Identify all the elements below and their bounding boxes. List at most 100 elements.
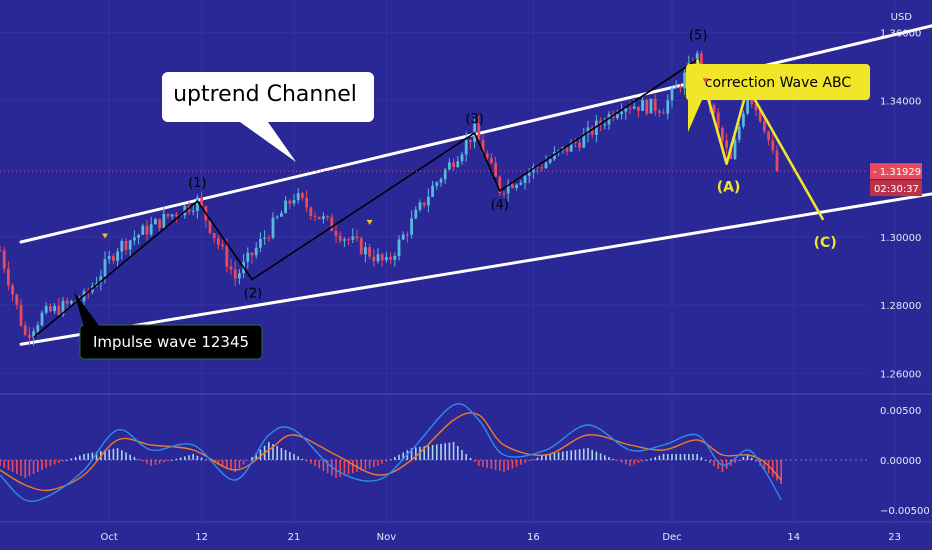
candle-up bbox=[292, 200, 296, 204]
candle-down bbox=[536, 166, 539, 168]
candle-up bbox=[36, 325, 40, 332]
price-tick-label: 1.26000 bbox=[880, 369, 921, 380]
candle-up bbox=[733, 139, 737, 160]
candle-down bbox=[338, 235, 342, 241]
histogram-bar bbox=[137, 459, 140, 461]
histogram-bar bbox=[604, 455, 606, 460]
candle-up bbox=[149, 224, 153, 235]
candle-down bbox=[330, 217, 334, 231]
histogram-bar bbox=[175, 458, 178, 460]
histogram-bar bbox=[394, 457, 396, 460]
histogram-bar bbox=[587, 448, 589, 460]
candle-up bbox=[397, 239, 401, 256]
candle-up bbox=[742, 113, 745, 127]
histogram-bar bbox=[352, 460, 354, 474]
histogram-bar bbox=[87, 453, 89, 460]
histogram-bar bbox=[675, 454, 677, 460]
candle-up bbox=[548, 159, 552, 163]
candle-up bbox=[624, 108, 628, 112]
correction-wave-line bbox=[695, 59, 825, 221]
signal-marker bbox=[102, 233, 108, 239]
histogram-bar bbox=[95, 451, 98, 460]
histogram-bar bbox=[150, 460, 152, 466]
correction-wave-callout: correction Wave ABC bbox=[685, 64, 870, 132]
candle-down bbox=[229, 266, 233, 270]
candle-down bbox=[233, 269, 237, 279]
candle-up bbox=[586, 127, 590, 135]
histogram-bar bbox=[268, 442, 270, 460]
impulse-wave-label: (3) bbox=[465, 112, 483, 127]
candle-up bbox=[527, 172, 531, 176]
histogram-bar bbox=[461, 450, 463, 460]
candle-down bbox=[653, 98, 657, 111]
candle-up bbox=[532, 166, 535, 173]
candle-up bbox=[53, 306, 56, 312]
histogram-bar bbox=[318, 460, 320, 469]
histogram-bar bbox=[125, 452, 127, 460]
histogram-bar bbox=[276, 446, 278, 460]
candle-up bbox=[448, 162, 451, 170]
time-tick-label: Oct bbox=[101, 532, 118, 543]
histogram-bar bbox=[473, 460, 476, 462]
candle-down bbox=[628, 108, 632, 110]
candle-up bbox=[280, 213, 283, 217]
candle-down bbox=[490, 158, 493, 163]
histogram-bar bbox=[625, 460, 627, 465]
candle-down bbox=[599, 120, 602, 125]
candle-down bbox=[49, 306, 52, 312]
histogram-bar bbox=[209, 460, 211, 462]
correction-wave-label: (A) bbox=[717, 180, 741, 196]
histogram-bar bbox=[667, 454, 669, 460]
histogram-bar bbox=[562, 451, 564, 460]
histogram-bar bbox=[457, 446, 459, 460]
histogram-bar bbox=[58, 460, 60, 463]
histogram-bar bbox=[104, 450, 106, 460]
histogram-bar bbox=[381, 460, 383, 464]
candle-up bbox=[296, 193, 300, 201]
candle-down bbox=[574, 142, 577, 144]
candle-up bbox=[133, 237, 136, 241]
histogram-bar bbox=[608, 457, 610, 460]
histogram-bar bbox=[671, 454, 673, 460]
candle-up bbox=[431, 185, 434, 197]
histogram-bar bbox=[326, 460, 329, 474]
uptrend-channel-text: uptrend Channel bbox=[173, 82, 357, 107]
candle-down bbox=[65, 300, 69, 304]
histogram-bar bbox=[16, 460, 18, 474]
candle-down bbox=[679, 86, 682, 89]
histogram-bar bbox=[515, 460, 518, 467]
candle-down bbox=[771, 140, 775, 151]
histogram-bar bbox=[599, 453, 602, 460]
candle-up bbox=[515, 184, 518, 189]
candle-up bbox=[284, 200, 287, 214]
candle-up bbox=[32, 331, 35, 338]
candle-up bbox=[506, 183, 510, 194]
histogram-bar bbox=[184, 456, 186, 460]
candle-down bbox=[368, 247, 371, 257]
histogram-bar bbox=[163, 460, 165, 463]
candle-up bbox=[427, 196, 430, 206]
histogram-bar bbox=[217, 460, 220, 465]
candle-up bbox=[737, 126, 741, 140]
candle-down bbox=[469, 139, 472, 142]
histogram-bar bbox=[616, 460, 619, 461]
histogram-bar bbox=[478, 460, 480, 466]
candle-up bbox=[322, 216, 325, 220]
candle-up bbox=[414, 209, 418, 219]
candle-down bbox=[494, 162, 497, 177]
histogram-bar bbox=[545, 454, 547, 460]
histogram-bar bbox=[553, 452, 556, 460]
histogram-bar bbox=[398, 454, 400, 460]
histogram-bar bbox=[7, 460, 10, 470]
histogram-bar bbox=[402, 452, 404, 460]
candle-up bbox=[439, 179, 443, 183]
candle-up bbox=[116, 251, 119, 261]
histogram-bar bbox=[490, 460, 493, 469]
candle-up bbox=[70, 301, 73, 304]
candle-down bbox=[540, 167, 544, 169]
histogram-bar bbox=[688, 454, 690, 460]
histogram-bar bbox=[465, 454, 467, 460]
histogram-bar bbox=[633, 460, 635, 465]
